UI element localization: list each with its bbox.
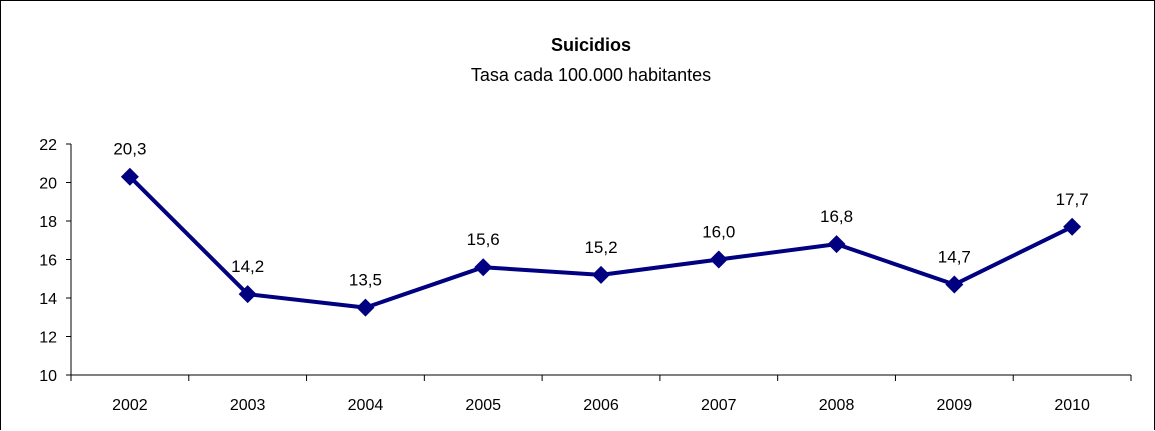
x-tick-label: 2010: [1054, 397, 1090, 414]
x-tick-label: 2003: [230, 397, 266, 414]
data-point-marker: [238, 285, 257, 304]
x-tick-label: 2009: [937, 397, 973, 414]
data-point-marker: [474, 258, 493, 277]
y-tick-label: 20: [39, 176, 57, 193]
y-tick-label: 22: [39, 137, 57, 154]
data-label: 13,5: [349, 271, 382, 290]
x-tick-label: 2005: [465, 397, 501, 414]
x-tick-label: 2008: [819, 397, 855, 414]
data-markers: [120, 167, 1082, 317]
y-tick-label: 16: [39, 253, 57, 270]
data-point-marker: [709, 250, 728, 269]
chart-title: Suicidios: [551, 35, 631, 55]
y-tick-label: 14: [39, 291, 57, 308]
data-point-marker: [1063, 217, 1082, 236]
y-tick-label: 12: [39, 330, 57, 347]
data-point-marker: [945, 275, 964, 294]
data-label: 16,0: [702, 223, 735, 242]
data-label: 20,3: [113, 140, 146, 159]
axes: 10 12 14 16 18 20 22 2002 2003 2004 2005 2006 2007 20…: [39, 137, 1132, 414]
x-tick-label: 2006: [583, 397, 619, 414]
data-point-marker: [356, 298, 375, 317]
data-point-marker: [827, 235, 846, 254]
x-tick-label: 2002: [112, 397, 148, 414]
data-label: 15,6: [467, 230, 500, 249]
data-label: 17,7: [1056, 190, 1089, 209]
data-point-marker: [120, 167, 139, 186]
x-tick-label: 2007: [701, 397, 737, 414]
data-labels: 20,3 14,2 13,5 15,6 15,2 16,0 16,8 14,7 17,7: [113, 140, 1088, 290]
x-tick-label: 2004: [348, 397, 384, 414]
data-label: 15,2: [584, 238, 617, 257]
y-tick-label: 10: [39, 368, 57, 385]
data-label: 16,8: [820, 207, 853, 226]
data-point-marker: [592, 265, 610, 284]
y-tick-label: 18: [39, 214, 57, 231]
data-label: 14,7: [938, 248, 971, 267]
data-label: 14,2: [231, 257, 264, 276]
chart-subtitle: Tasa cada 100.000 habitantes: [471, 65, 711, 85]
